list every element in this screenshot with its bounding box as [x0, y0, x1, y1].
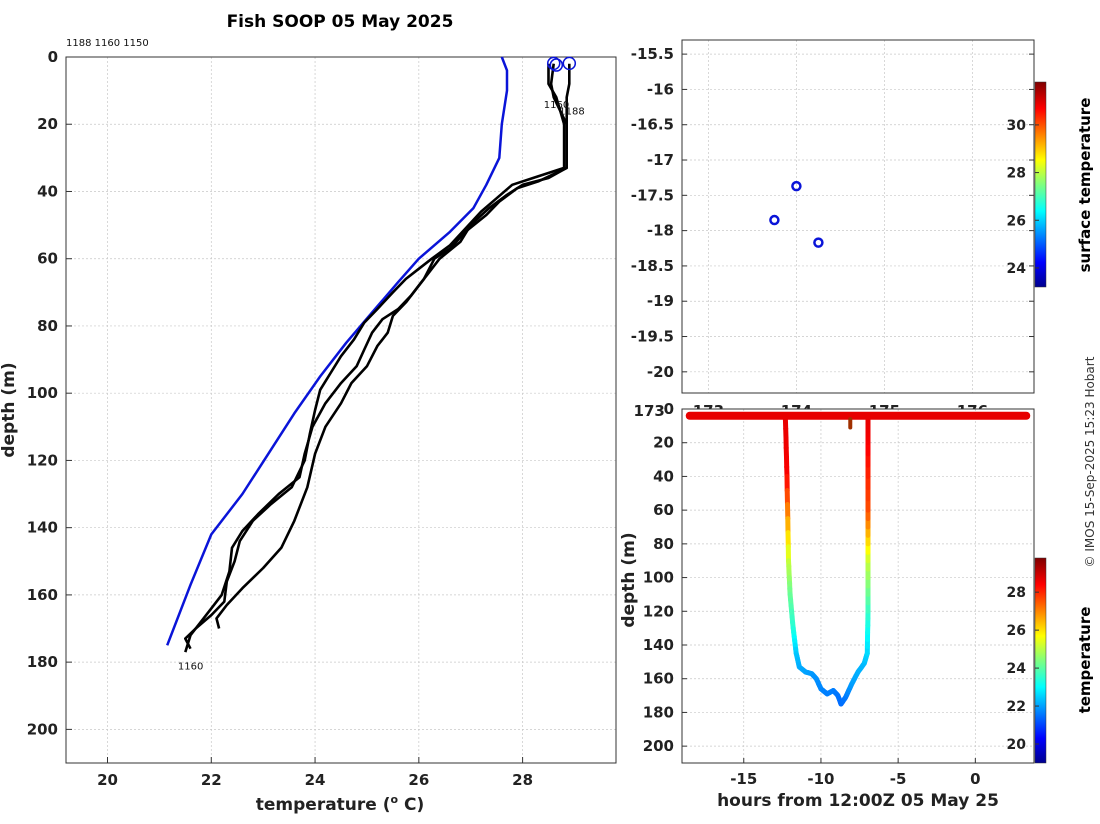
- section-x-tick-label: -15: [730, 770, 757, 788]
- map-station-point: [770, 216, 778, 224]
- profile-top-ids-label: 1188 1160 1150: [66, 38, 149, 49]
- profile-end-label: 1160: [178, 661, 203, 672]
- profile-y-tick-label: 80: [37, 317, 58, 335]
- section-background: [682, 409, 1034, 763]
- map-y-tick-label: -17: [647, 151, 674, 169]
- temperature-colorbar-tick-label: 22: [1007, 699, 1026, 715]
- credit-text: © IMOS 15-Sep-2025 15:23 Hobart: [1083, 356, 1097, 567]
- section-x-tick-label: -5: [890, 770, 907, 788]
- section-x-tick-label: 0: [970, 770, 980, 788]
- surface-colorbar-tick-label: 30: [1007, 118, 1027, 134]
- profile-y-axis-label: depth (m): [0, 362, 19, 457]
- profile-x-tick-label: 22: [201, 771, 222, 789]
- profile-grid: [66, 57, 616, 763]
- profile-y-tick-label: 60: [37, 250, 58, 268]
- map-station-point: [814, 239, 822, 247]
- section-y-tick-label: 20: [653, 434, 674, 452]
- section-panel: 0 20 40 60 80 100 120 140 160 180 200 -15 -10 -5 0 20…: [619, 400, 1094, 811]
- map-y-tick-label: -19: [647, 292, 674, 310]
- profile-panel: 0 20 40 60 80 100 120 140 160 180 200 20 22 24 26 28 1…: [0, 38, 616, 815]
- section-grid: [682, 409, 1034, 763]
- temperature-colorbar: [1035, 558, 1046, 763]
- section-y-tick-label: 80: [653, 535, 674, 553]
- surface-temperature-colorbar-label: surface temperature: [1076, 98, 1094, 273]
- profile-x-tick-label: 26: [408, 771, 429, 789]
- profile-y-tick-label: 160: [27, 586, 58, 604]
- chart-title: Fish SOOP 05 May 2025: [227, 12, 454, 32]
- profile-top-ids: 1188 1160 1150: [66, 38, 149, 49]
- section-y-tick-label: 0: [664, 400, 674, 418]
- profile-line-climatology: [167, 57, 507, 645]
- surface-colorbar-tick-label: 28: [1007, 166, 1026, 182]
- map-y-tick-label: -15.5: [631, 45, 674, 63]
- section-y-tick-label: 100: [643, 569, 674, 587]
- profile-x-ticks: 20 22 24 26 28: [97, 757, 533, 789]
- profile-x-tick-label: 24: [305, 771, 326, 789]
- surface-temperature-colorbar: [1035, 82, 1046, 287]
- profile-axes-frame: [66, 57, 616, 763]
- section-y-tick-label: 160: [643, 670, 674, 688]
- profile-y-tick-label: 200: [27, 720, 58, 738]
- section-x-axis-label: hours from 12:00Z 05 May 25: [717, 791, 999, 811]
- map-y-tick-label: -19.5: [631, 328, 674, 346]
- surface-colorbar-tick-label: 26: [1007, 213, 1026, 229]
- section-x-tick-label: -10: [807, 770, 834, 788]
- map-y-tick-label: -16: [647, 80, 674, 98]
- map-y-tick-label: -18: [647, 222, 674, 240]
- profile-y-tick-label: 100: [27, 384, 58, 402]
- profile-y-tick-label: 0: [48, 48, 58, 66]
- map-x-tick-label: 173: [634, 402, 665, 420]
- section-y-axis-label: depth (m): [619, 532, 639, 627]
- map-y-tick-label: -16.5: [631, 116, 674, 134]
- profile-x-tick-label: 28: [512, 771, 533, 789]
- profile-y-tick-label: 40: [37, 182, 58, 200]
- profile-line-1160: [185, 64, 566, 652]
- section-y-tick-label: 180: [643, 703, 674, 721]
- map-grid: [682, 40, 1034, 393]
- surface-colorbar-tick-label: 24: [1007, 261, 1027, 277]
- temperature-colorbar-tick-label: 28: [1007, 585, 1026, 601]
- profile-end-label: 1188: [559, 107, 584, 118]
- profile-x-label-main: temperature (: [256, 795, 391, 815]
- map-y-tick-label: -20: [647, 363, 674, 381]
- section-y-tick-label: 200: [643, 737, 674, 755]
- map-axes-frame: [682, 40, 1034, 393]
- profile-y-tick-label: 20: [37, 115, 58, 133]
- map-y-ticks: -15.5 -16 -16.5 -17 -17.5 -18 -18.5 -19 -19.5 -20: [631, 45, 1034, 381]
- section-y-tick-label: 120: [643, 602, 674, 620]
- section-y-ticks: 0 20 40 60 80 100 120 140 160 180 200: [643, 400, 687, 755]
- temperature-colorbar-tick-label: 24: [1007, 661, 1027, 677]
- profile-line-1150: [185, 64, 564, 649]
- map-y-tick-label: -18.5: [631, 257, 674, 275]
- section-y-tick-label: 60: [653, 501, 674, 519]
- profile-series: [167, 57, 575, 652]
- map-panel: -15.5 -16 -16.5 -17 -17.5 -18 -18.5 -19 -19.5 -20…: [631, 40, 1094, 420]
- profile-x-label-end: C): [398, 795, 424, 815]
- profile-x-tick-label: 20: [97, 771, 118, 789]
- profile-y-ticks: 0 20 40 60 80 100 120 140 160 180 200: [27, 48, 72, 738]
- profile-y-tick-label: 140: [27, 519, 58, 537]
- profile-line-1188: [217, 64, 570, 629]
- profile-y-tick-label: 180: [27, 653, 58, 671]
- temperature-colorbar-tick-label: 26: [1007, 623, 1026, 639]
- section-y-tick-label: 140: [643, 636, 674, 654]
- temperature-colorbar-tick-label: 20: [1007, 737, 1027, 753]
- profile-x-axis-label: temperature (o C): [256, 793, 425, 815]
- profile-y-tick-label: 120: [27, 451, 58, 469]
- temperature-colorbar-label: temperature: [1076, 607, 1094, 714]
- map-station-point: [792, 182, 800, 190]
- map-y-tick-label: -17.5: [631, 186, 674, 204]
- section-y-tick-label: 40: [653, 467, 674, 485]
